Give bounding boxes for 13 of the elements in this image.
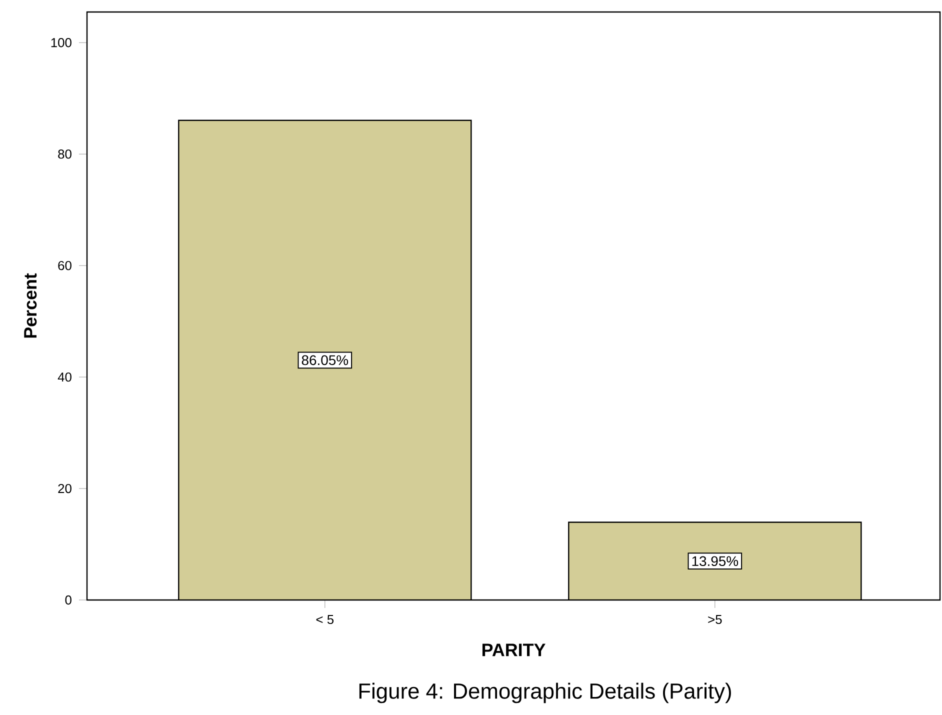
y-axis-title: Percent: [24, 273, 37, 338]
y-tick-label: 100: [51, 38, 72, 48]
y-tick-label: 80: [58, 150, 72, 159]
x-axis-title: PARITY: [482, 644, 546, 656]
x-tick-label: < 5: [316, 615, 334, 624]
caption: Figure 4: Demographic Details (Parity): [359, 682, 731, 704]
y-tick-label: 0: [65, 595, 72, 605]
data-label: 86.05%: [302, 355, 348, 366]
y-tick-label: 40: [58, 372, 72, 382]
data-label: 13.95%: [692, 556, 738, 566]
x-tick-label: >5: [708, 615, 722, 624]
y-tick-label: 60: [58, 260, 72, 270]
y-tick-label: 20: [58, 484, 72, 494]
